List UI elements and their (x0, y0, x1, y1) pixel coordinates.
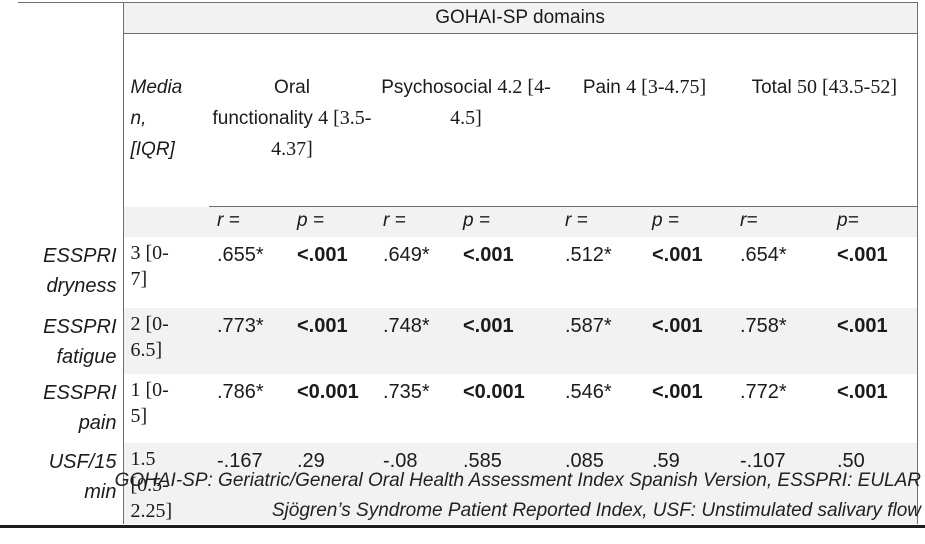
p-value: .50 (829, 443, 918, 524)
domain-header-psychosocial: Psychosocial 4.2 [4-4.5] (375, 33, 557, 207)
r-value: .786* (217, 381, 264, 403)
median-cell: 1 [0- 5] (122, 374, 209, 443)
r-value: -.107 (732, 443, 829, 524)
table-row-esspri-dryness: ESSPRI dryness 3 [0- 7] .655* <.001 .649… (0, 237, 918, 308)
table-footnote: GOHAI-SP: Geriatric/General Oral Health … (114, 470, 921, 521)
table-row: GOHAI-SP domains (0, 2, 918, 34)
r-value: .587* (557, 308, 644, 374)
p-value: <.001 (297, 244, 348, 266)
p-value: <.001 (829, 374, 918, 443)
r-value: .649* (383, 244, 430, 266)
table-row-usf: USF/15 min 1.5 [0.5- 2.25] -.167 .29 -.0… (0, 443, 918, 524)
median-iqr-header: Media n, [IQR] (122, 33, 209, 207)
stat-header-p: p = (455, 206, 557, 237)
p-value: <.001 (644, 308, 732, 374)
median-cell: 3 [0- 7] (122, 237, 209, 308)
median-value: 3 [0- 7] (130, 242, 169, 290)
corner-cell (0, 3, 123, 34)
stat-header-r: r = (209, 206, 289, 237)
p-value: <.001 (829, 237, 918, 308)
correlation-table: GOHAI-SP domains Media n, [IQR] Oral fun… (0, 2, 918, 524)
corner-cell (0, 34, 123, 207)
p-value: .59 (644, 443, 732, 524)
domain-name: Pain (582, 77, 621, 98)
stat-header-r: r= (732, 206, 829, 237)
p-value: .585 (455, 443, 557, 524)
corner-cell (0, 207, 123, 238)
r-value: .085 (557, 443, 644, 524)
row-label: ESSPRI dryness (43, 245, 117, 297)
median-cell: 1.5 [0.5- 2.25] (122, 443, 209, 524)
stat-header-p: p= (829, 206, 918, 237)
domain-name: Total (751, 77, 792, 98)
median-value: 1.5 [0.5- 2.25] (130, 448, 173, 522)
stat-header-r: r = (375, 206, 455, 237)
r-value: .546* (565, 381, 612, 403)
median-value: 1 [0- 5] (130, 379, 169, 427)
p-value: <.001 (289, 308, 375, 374)
table-row-esspri-fatigue: ESSPRI fatigue 2 [0- 6.5] .773* <.001 .7… (0, 308, 918, 374)
table-row: Media n, [IQR] Oral functionality 4 [3.5… (0, 33, 918, 207)
row-label: ESSPRI pain (43, 382, 117, 434)
r-value: .655* (217, 244, 264, 266)
r-value: .773* (209, 308, 289, 374)
p-value: <.001 (652, 244, 703, 266)
row-label: ESSPRI fatigue (43, 316, 117, 368)
p-value: <0.001 (297, 381, 359, 403)
domain-iqr: 4.2 [4-4.5] (450, 76, 551, 129)
r-value: .772* (740, 381, 787, 403)
domain-name: Oral functionality (212, 77, 313, 129)
p-value: <.001 (829, 308, 918, 374)
table-top-border-segment (18, 2, 124, 3)
domain-name: Psychosocial (381, 77, 493, 98)
p-value: .29 (289, 443, 375, 524)
p-value: <0.001 (463, 381, 525, 403)
table-row-esspri-pain: ESSPRI pain 1 [0- 5] .786* <0.001 .735* … (0, 374, 918, 443)
stat-header-p: p = (644, 206, 732, 237)
domain-header-total: Total 50 [43.5-52] (732, 33, 918, 207)
row-label: USF/15 min (48, 451, 117, 503)
r-value: .735* (383, 381, 430, 403)
empty-cell (122, 206, 209, 237)
domain-iqr: 4 [3.5-4.37] (271, 107, 372, 160)
stat-header-p: p = (289, 206, 375, 237)
r-value: .748* (375, 308, 455, 374)
table-bottom-border (0, 525, 925, 528)
r-value: .758* (732, 308, 829, 374)
r-value: .512* (565, 244, 612, 266)
r-value: .654* (740, 244, 787, 266)
p-value: <.001 (463, 244, 514, 266)
p-value: <.001 (652, 381, 703, 403)
r-value: -.08 (375, 443, 455, 524)
p-value: <.001 (455, 308, 557, 374)
table-title-cell: GOHAI-SP domains (122, 2, 918, 34)
domain-header-pain: Pain 4 [3-4.75] (557, 33, 732, 207)
r-value: -.167 (209, 443, 289, 524)
median-cell: 2 [0- 6.5] (122, 308, 209, 374)
domain-iqr: 50 [43.5-52] (797, 76, 897, 98)
domain-header-oral-functionality: Oral functionality 4 [3.5-4.37] (209, 33, 375, 207)
stat-header-r: r = (557, 206, 644, 237)
table-row: r = p = r = p = r = p = r= p= (0, 206, 918, 238)
domain-iqr: 4 [3-4.75] (626, 76, 707, 98)
median-value: 2 [0- 6.5] (130, 313, 169, 361)
